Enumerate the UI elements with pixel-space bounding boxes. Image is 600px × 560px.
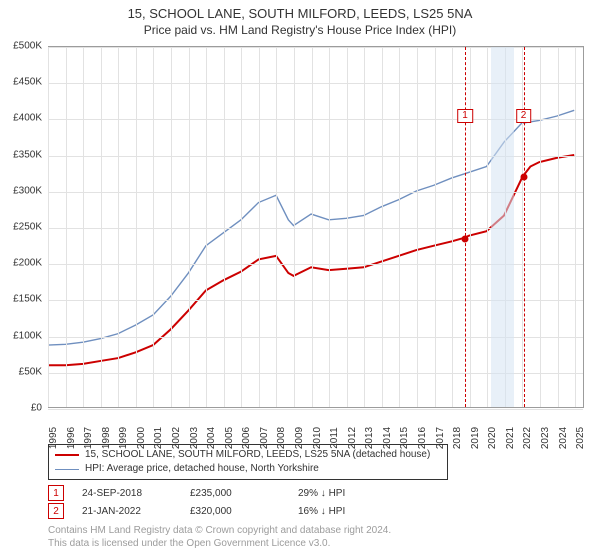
gridline-v (241, 47, 242, 407)
gridline-v (224, 47, 225, 407)
gridline-v (575, 47, 576, 407)
gridline-v (66, 47, 67, 407)
gridline-v (558, 47, 559, 407)
sale-table: 1 24-SEP-2018 £235,000 29% ↓ HPI 2 21-JA… (48, 484, 388, 520)
gridline-v (540, 47, 541, 407)
legend-swatch-property (55, 454, 79, 456)
legend-swatch-hpi (55, 469, 79, 470)
sale-price-2: £320,000 (190, 506, 280, 517)
legend-label-hpi: HPI: Average price, detached house, Nort… (85, 462, 319, 476)
sale-marker-2: 2 (48, 503, 64, 519)
gridline-v (153, 47, 154, 407)
gridline-v (259, 47, 260, 407)
y-tick-label: £500K (13, 41, 42, 52)
event-point-2 (520, 174, 527, 181)
sale-diff-2: 16% ↓ HPI (298, 506, 388, 517)
x-tick-label: 2020 (487, 427, 498, 449)
footer: Contains HM Land Registry data © Crown c… (48, 524, 391, 550)
gridline-v (312, 47, 313, 407)
sale-row-2: 2 21-JAN-2022 £320,000 16% ↓ HPI (48, 502, 388, 520)
event-point-1 (462, 235, 469, 242)
gridline-v (347, 47, 348, 407)
chart-title: 15, SCHOOL LANE, SOUTH MILFORD, LEEDS, L… (0, 6, 600, 21)
gridline-v (189, 47, 190, 407)
x-tick-label: 2021 (505, 427, 516, 449)
gridline-v (171, 47, 172, 407)
event-line-1 (465, 47, 466, 407)
gridline-v (276, 47, 277, 407)
y-tick-label: £400K (13, 113, 42, 124)
highlight-band (491, 47, 514, 407)
x-tick-label: 2023 (540, 427, 551, 449)
sale-marker-1: 1 (48, 485, 64, 501)
gridline-v (382, 47, 383, 407)
y-tick-label: £200K (13, 258, 42, 269)
gridline-v (399, 47, 400, 407)
y-tick-label: £0 (31, 403, 42, 414)
sale-diff-1: 29% ↓ HPI (298, 488, 388, 499)
chart-container: 15, SCHOOL LANE, SOUTH MILFORD, LEEDS, L… (0, 0, 600, 560)
y-tick-label: £350K (13, 149, 42, 160)
gridline-v (118, 47, 119, 407)
sale-date-1: 24-SEP-2018 (82, 488, 172, 499)
legend-label-property: 15, SCHOOL LANE, SOUTH MILFORD, LEEDS, L… (85, 448, 430, 462)
gridline-v (48, 47, 49, 407)
gridline-v (83, 47, 84, 407)
y-tick-label: £450K (13, 77, 42, 88)
legend-item-hpi: HPI: Average price, detached house, Nort… (55, 462, 441, 476)
gridline-v (101, 47, 102, 407)
footer-line-1: Contains HM Land Registry data © Crown c… (48, 524, 391, 537)
gridline-v (136, 47, 137, 407)
y-tick-label: £300K (13, 185, 42, 196)
gridline-v (206, 47, 207, 407)
event-label-2: 2 (516, 109, 532, 123)
y-axis-labels: £0£50K£100K£150K£200K£250K£300K£350K£400… (0, 46, 44, 408)
y-tick-label: £100K (13, 330, 42, 341)
y-tick-label: £150K (13, 294, 42, 305)
chart-subtitle: Price paid vs. HM Land Registry's House … (0, 23, 600, 37)
y-tick-label: £250K (13, 222, 42, 233)
x-tick-label: 2019 (470, 427, 481, 449)
plot-area: 12 (48, 46, 584, 408)
title-block: 15, SCHOOL LANE, SOUTH MILFORD, LEEDS, L… (0, 0, 600, 37)
gridline-v (452, 47, 453, 407)
x-tick-label: 2022 (522, 427, 533, 449)
legend: 15, SCHOOL LANE, SOUTH MILFORD, LEEDS, L… (48, 444, 448, 480)
legend-item-property: 15, SCHOOL LANE, SOUTH MILFORD, LEEDS, L… (55, 448, 441, 462)
gridline-v (329, 47, 330, 407)
gridline-v (294, 47, 295, 407)
sale-price-1: £235,000 (190, 488, 280, 499)
y-tick-label: £50K (19, 366, 42, 377)
x-tick-label: 2024 (558, 427, 569, 449)
gridline-v (487, 47, 488, 407)
event-line-2 (524, 47, 525, 407)
gridline-v (364, 47, 365, 407)
gridline-v (470, 47, 471, 407)
x-tick-label: 2025 (575, 427, 586, 449)
x-axis-labels: 1995199619971998199920002001200220032004… (48, 410, 584, 440)
sale-row-1: 1 24-SEP-2018 £235,000 29% ↓ HPI (48, 484, 388, 502)
gridline-v (417, 47, 418, 407)
x-tick-label: 2018 (452, 427, 463, 449)
sale-date-2: 21-JAN-2022 (82, 506, 172, 517)
event-label-1: 1 (457, 109, 473, 123)
footer-line-2: This data is licensed under the Open Gov… (48, 537, 391, 550)
gridline-v (435, 47, 436, 407)
